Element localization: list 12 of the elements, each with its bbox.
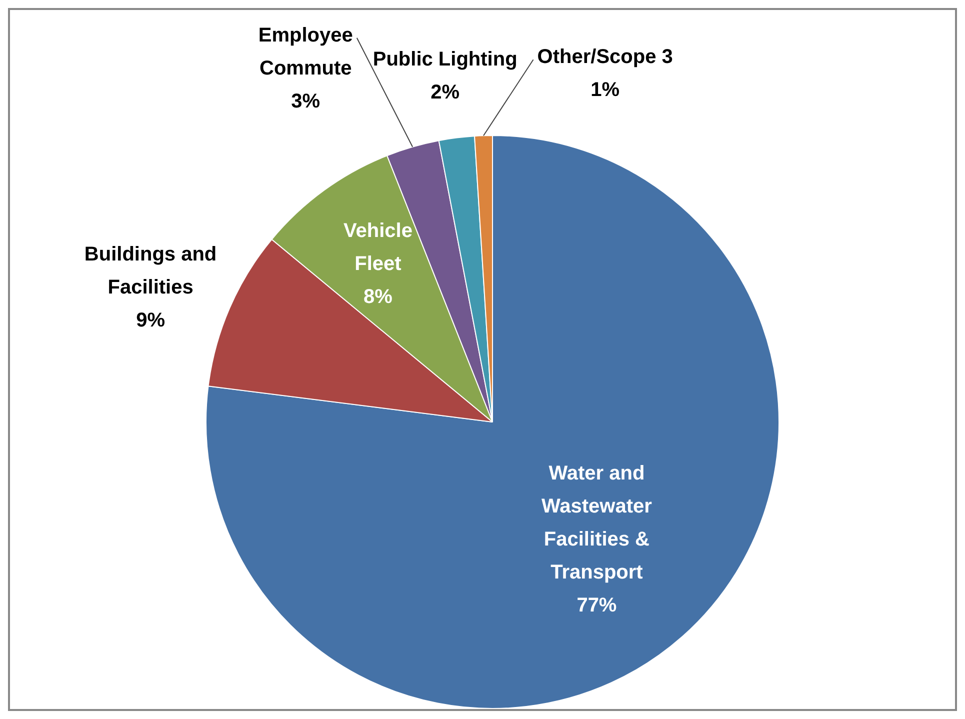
slice-label: Vehicle Fleet	[344, 220, 412, 275]
slice-label: Water and Wastewater Facilities & Transport	[541, 462, 652, 584]
slice-label: Other/Scope 3	[537, 46, 673, 68]
data-label: 2%	[430, 81, 460, 104]
slice-label: Buildings and Facilities	[84, 244, 217, 299]
slice-label: Public Lighting	[372, 48, 518, 70]
data-label: 1%	[590, 79, 620, 102]
data-label: 8%	[364, 286, 393, 308]
data-label: 77%	[576, 594, 617, 617]
data-label: 3%	[291, 90, 320, 112]
slice-label: Employee Commute	[258, 24, 353, 80]
data-label: 9%	[136, 310, 166, 332]
